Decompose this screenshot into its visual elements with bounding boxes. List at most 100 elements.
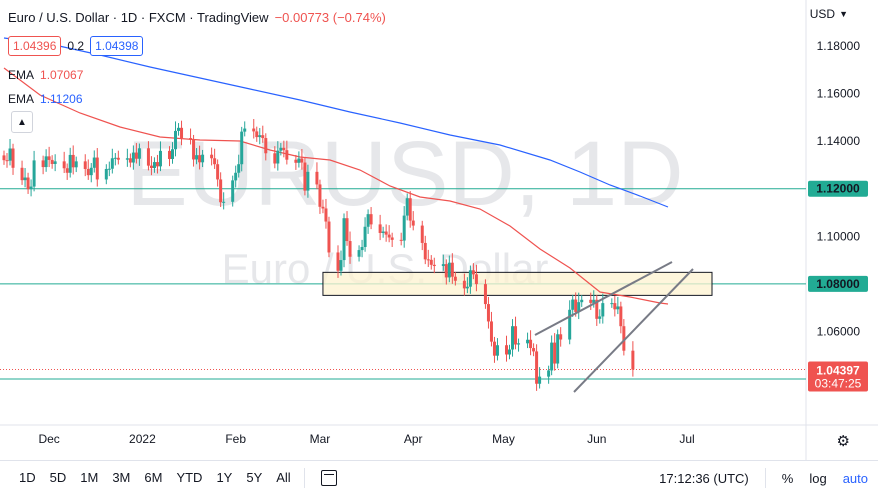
candle-body (279, 147, 283, 151)
candle-body (339, 260, 343, 271)
candle-body (137, 148, 141, 159)
candle-body (559, 334, 563, 340)
candle-body (222, 201, 226, 203)
price-tick-label: 1.10000 (817, 229, 861, 243)
candle-body (243, 128, 247, 132)
timeframe-all[interactable]: All (276, 470, 291, 485)
candle-body (116, 157, 120, 160)
candle-body (535, 351, 539, 384)
candle-body (453, 276, 457, 281)
candle-body (234, 172, 238, 181)
candle-body (47, 156, 51, 160)
go-to-date-calendar-icon[interactable] (320, 469, 337, 486)
price-tick-label: 1.18000 (817, 39, 861, 53)
candle-body (83, 161, 87, 169)
candle-body (2, 155, 6, 161)
time-tick-label: Mar (310, 432, 331, 446)
candle-body (420, 225, 424, 243)
candle-body (363, 226, 367, 247)
utc-clock[interactable]: 17:12:36 (UTC) (659, 470, 749, 486)
candle-body (411, 220, 415, 226)
symbol-title[interactable]: Euro / U.S. Dollar · 1D · FXCM · Trading… (8, 10, 269, 25)
bottom-toolbar: 1D 5D 1M 3M 6M YTD 1Y 5Y All 17:12:36 (U… (0, 460, 878, 494)
candle-body (131, 152, 135, 163)
candle-body (104, 168, 108, 180)
candle-body (195, 155, 199, 160)
candle-body (74, 161, 78, 168)
candle-body (423, 242, 427, 260)
time-tick-label: May (492, 432, 515, 446)
candle-body (426, 259, 430, 261)
candle-body (276, 150, 280, 164)
candle-body (495, 345, 499, 356)
timeframe-1d[interactable]: 1D (19, 470, 36, 485)
chart-settings-gear-icon[interactable]: ⚙ (836, 433, 850, 450)
candle-body (303, 162, 307, 191)
candle-body (547, 370, 551, 377)
collapse-legend-button[interactable]: ▲ (11, 111, 33, 133)
candle-body (360, 246, 364, 251)
candle-body (511, 326, 515, 350)
timeframe-3m[interactable]: 3M (112, 470, 131, 485)
buy-price-box[interactable]: 1.04398 (90, 36, 144, 56)
candle-body (571, 299, 575, 310)
timeframe-1y[interactable]: 1Y (216, 470, 233, 485)
watermark-symbol: EURUSD, 1D (126, 123, 683, 225)
candle-body (505, 345, 509, 355)
candle-body (492, 341, 496, 356)
timeframe-1m[interactable]: 1M (80, 470, 99, 485)
candle-body (538, 376, 542, 384)
candle-body (252, 128, 256, 132)
candle-body (553, 342, 557, 364)
timeframe-5y[interactable]: 5Y (246, 470, 263, 485)
candle-body (213, 158, 217, 165)
candle-body (86, 168, 90, 176)
candle-body (405, 198, 409, 216)
candle-body (324, 208, 328, 222)
candle-body (610, 303, 614, 305)
candle-body (408, 198, 412, 221)
candle-body (532, 348, 536, 352)
candle-body (631, 350, 635, 370)
percent-scale-toggle[interactable]: % (781, 470, 794, 486)
candle-body (390, 237, 394, 240)
candle-body (474, 274, 478, 285)
indicator-ema-slow[interactable]: EMA 1.11206 (8, 92, 83, 106)
candle-body (146, 148, 150, 166)
level-price-label: 1.12000 (816, 182, 860, 196)
timeframe-ytd[interactable]: YTD (176, 470, 203, 485)
candle-body (465, 286, 469, 289)
auto-scale-toggle[interactable]: auto (842, 470, 868, 486)
candle-body (345, 218, 349, 242)
timeframe-6m[interactable]: 6M (144, 470, 163, 485)
sell-price-box[interactable]: 1.04396 (8, 36, 62, 56)
candle-body (44, 156, 48, 168)
chevron-down-icon: ▼ (839, 9, 848, 19)
timeframe-5d[interactable]: 5D (49, 470, 67, 485)
time-tick-label: 2022 (129, 432, 156, 446)
currency-selector[interactable]: USD ▼ (810, 7, 848, 21)
candle-body (514, 326, 518, 345)
candle-body (261, 135, 265, 139)
log-scale-toggle[interactable]: log (809, 470, 827, 486)
candle-body (273, 153, 277, 164)
candle-body (62, 161, 66, 169)
candle-body (598, 316, 602, 319)
candle-body (5, 160, 9, 162)
candle-body (11, 148, 15, 168)
candle-body (192, 139, 196, 160)
candle-body (125, 158, 129, 160)
candle-body (429, 259, 433, 265)
price-tick-label: 1.06000 (817, 324, 861, 338)
trendline (534, 261, 673, 336)
candle-body (110, 158, 114, 169)
indicator-ema-fast[interactable]: EMA 1.07067 (8, 68, 83, 82)
price-tick-label: 1.16000 (817, 87, 861, 101)
candle-body (622, 326, 626, 351)
candle-body (297, 158, 301, 163)
candle-body (315, 171, 319, 185)
candle-body (529, 339, 533, 349)
rectangle-zone (322, 271, 713, 296)
time-tick-label: Jun (587, 432, 606, 446)
